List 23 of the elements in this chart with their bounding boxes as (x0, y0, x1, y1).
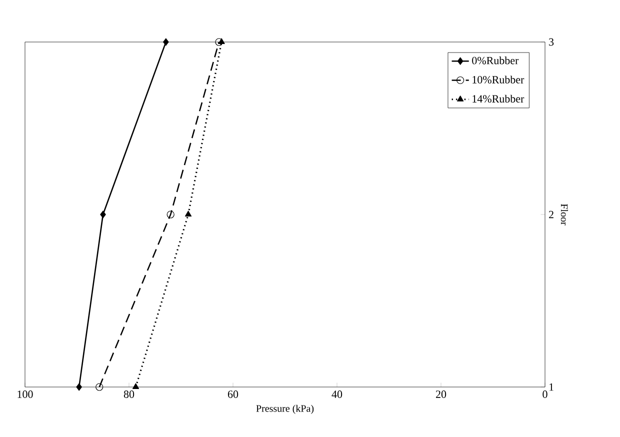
point (218, 38, 225, 44)
point (96, 383, 104, 391)
point (100, 210, 106, 218)
point (132, 383, 140, 390)
x-tick-label: 20 (436, 390, 446, 398)
y-tick-label: 3 (549, 38, 554, 46)
point (215, 38, 223, 46)
x-tick-label: 60 (228, 390, 238, 398)
x-tick-label: 80 (124, 390, 134, 398)
point (184, 210, 192, 217)
legend-label: 14%Rubber (472, 94, 524, 103)
y-axis-title: Floor (560, 204, 568, 226)
x-tick-label: 0 (542, 390, 548, 398)
legend-label: 10%Rubber (472, 76, 524, 84)
point (76, 383, 82, 391)
y-tick-label: 2 (549, 210, 554, 218)
point (162, 38, 169, 46)
legend-label: 0%Rubber (472, 56, 519, 64)
x-tick-label: 100 (18, 390, 33, 398)
y-tick-label: 1 (550, 383, 554, 391)
x-axis-title: Pressure (kPa) (256, 404, 314, 414)
point (166, 210, 174, 218)
x-tick-label: 40 (332, 390, 342, 398)
